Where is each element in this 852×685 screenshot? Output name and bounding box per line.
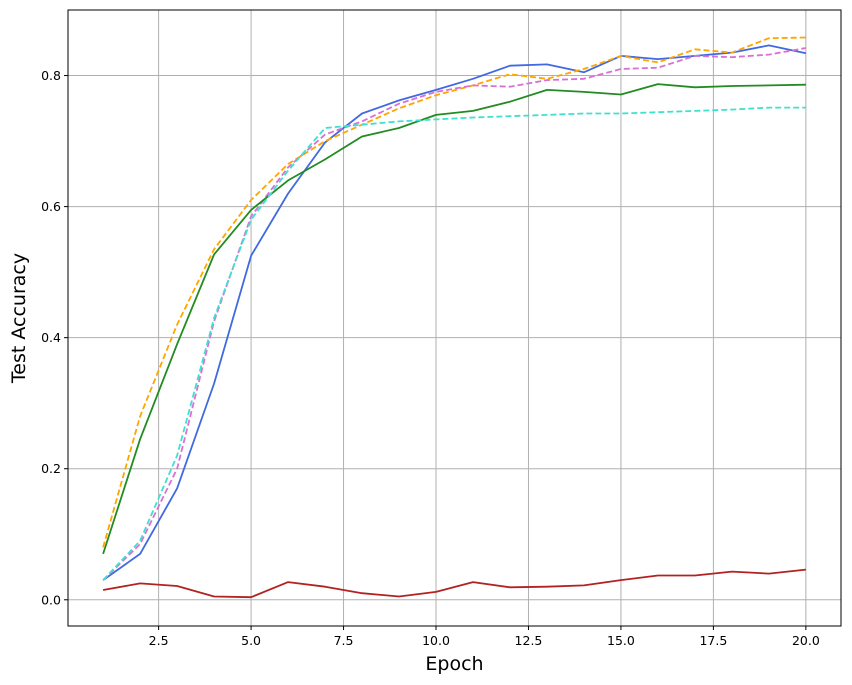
series-line-5 [102, 106, 806, 581]
x-tick-label: 7.5 [334, 633, 354, 648]
y-axis-ticks: 0.0 0.2 0.4 0.6 0.8 [41, 68, 68, 607]
x-tick-label: 17.5 [699, 633, 727, 648]
y-tick-label: 0.0 [41, 592, 61, 607]
x-axis-label: Epoch [425, 653, 483, 675]
series-line-1 [102, 44, 807, 581]
x-axis-ticks: 2.5 5.0 7.5 10.0 12.5 15.0 17.5 20.0 [149, 626, 820, 648]
plot-frame [67, 9, 842, 627]
x-tick-label: 2.5 [149, 633, 169, 648]
series-line-4 [102, 83, 806, 555]
x-tick-label: 20.0 [792, 633, 820, 648]
series-line-2 [102, 36, 806, 548]
series-line-6 [102, 568, 806, 599]
y-tick-label: 0.4 [41, 330, 61, 345]
x-tick-label: 10.0 [422, 633, 450, 648]
grid [68, 10, 841, 626]
y-tick-label: 0.2 [41, 461, 61, 476]
series-line-3 [102, 47, 807, 581]
x-tick-label: 15.0 [607, 633, 635, 648]
y-tick-label: 0.6 [41, 199, 61, 214]
y-tick-label: 0.8 [41, 68, 61, 83]
x-tick-label: 12.5 [515, 633, 543, 648]
x-tick-label: 5.0 [241, 633, 261, 648]
series-layer [102, 36, 807, 599]
y-axis-label: Test Accuracy [8, 253, 30, 384]
